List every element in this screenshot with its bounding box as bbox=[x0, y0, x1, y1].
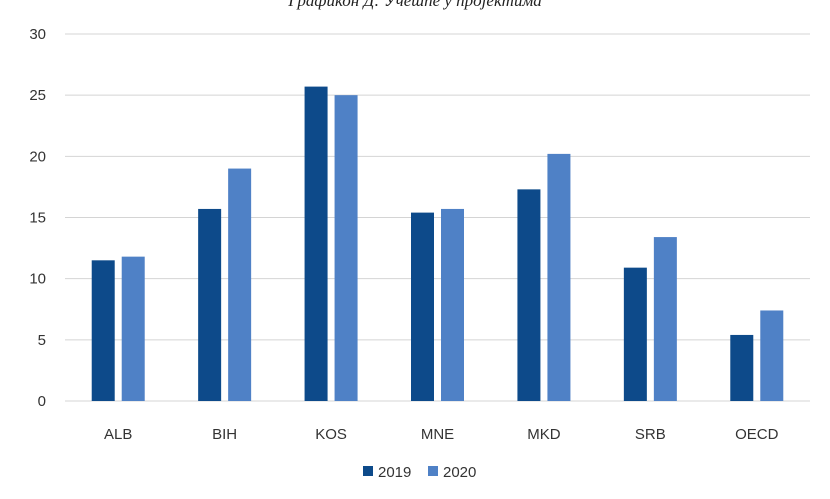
bar-bih-2019 bbox=[198, 208, 222, 401]
y-tick-label: 25 bbox=[29, 87, 46, 104]
y-tick-label: 20 bbox=[29, 148, 46, 165]
x-axis-ticks: ALB BIH KOS MNE MKD SRB OECD bbox=[104, 426, 779, 443]
bar-kos-2019 bbox=[304, 86, 328, 401]
bar-mkd-2020 bbox=[547, 153, 571, 401]
legend-swatch-2020 bbox=[428, 466, 438, 476]
bar-mkd-2019 bbox=[517, 189, 541, 401]
chart-caption: Графикон Д: Учешће у пројектима bbox=[288, 0, 542, 10]
y-axis-ticks: 0 5 10 15 20 25 30 bbox=[29, 26, 46, 410]
x-tick-label: SRB bbox=[635, 426, 666, 443]
bar-oecd-2020 bbox=[760, 310, 784, 401]
legend-label-2019: 2019 bbox=[378, 464, 411, 481]
bar-srb-2019 bbox=[623, 267, 647, 401]
x-tick-label: MNE bbox=[421, 426, 454, 443]
y-tick-label: 0 bbox=[38, 393, 46, 410]
y-tick-label: 30 bbox=[29, 26, 46, 43]
y-tick-label: 15 bbox=[29, 210, 46, 227]
bar-alb-2020 bbox=[121, 256, 145, 401]
bar-alb-2019 bbox=[91, 260, 115, 401]
bars bbox=[91, 86, 784, 402]
gridlines bbox=[65, 33, 810, 402]
y-tick-label: 10 bbox=[29, 271, 46, 288]
y-tick-label: 5 bbox=[38, 332, 46, 349]
legend: 2019 2020 bbox=[363, 464, 476, 481]
bar-srb-2020 bbox=[653, 237, 677, 401]
bar-bih-2020 bbox=[228, 168, 252, 401]
bar-oecd-2019 bbox=[730, 334, 754, 401]
bar-kos-2020 bbox=[334, 95, 358, 402]
legend-swatch-2019 bbox=[363, 466, 373, 476]
bar-mne-2019 bbox=[411, 212, 434, 401]
x-tick-label: KOS bbox=[315, 426, 347, 443]
x-tick-label: OECD bbox=[735, 426, 779, 443]
x-tick-label: ALB bbox=[104, 426, 132, 443]
bar-mne-2020 bbox=[441, 208, 464, 401]
legend-label-2020: 2020 bbox=[443, 464, 476, 481]
x-tick-label: BIH bbox=[212, 426, 237, 443]
x-tick-label: MKD bbox=[527, 426, 561, 443]
